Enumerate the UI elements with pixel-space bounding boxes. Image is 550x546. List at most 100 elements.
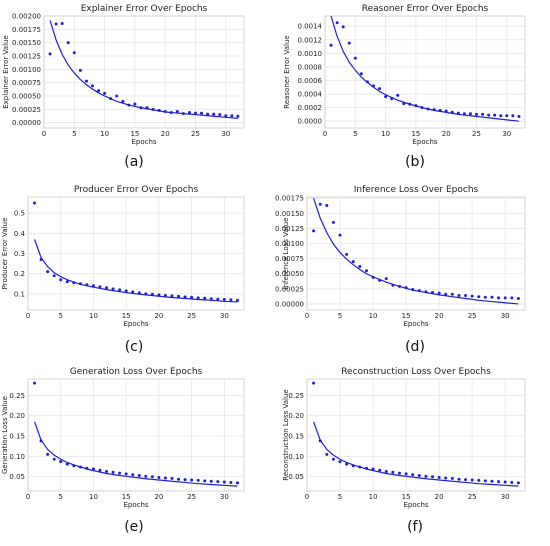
x-tick-label: 30 (501, 493, 510, 501)
data-point (98, 285, 102, 289)
data-point (371, 467, 375, 471)
chart-title: Reconstruction Loss Over Epochs (341, 367, 491, 377)
data-point (417, 474, 421, 478)
data-point (497, 480, 501, 484)
data-point (325, 203, 329, 207)
data-point (206, 112, 210, 116)
data-point (493, 113, 497, 117)
x-tick-label: 30 (221, 130, 230, 138)
plot-frame (324, 15, 526, 129)
chart-panel-1: 0 5 10 15 20 25 30 0.00000 0.00025 0.00050 0.00075… (2, 4, 245, 170)
x-axis-label: Epochs (403, 501, 428, 509)
plot-area (28, 379, 244, 491)
x-tick-label: 25 (187, 312, 196, 320)
y-tick-label: 0.10 (288, 453, 304, 461)
y-tick-label: 0.00150 (275, 210, 304, 218)
data-point (464, 293, 468, 297)
data-point (111, 287, 115, 291)
data-point (33, 201, 37, 205)
data-point (209, 479, 213, 483)
data-point (103, 91, 107, 95)
data-point (200, 111, 204, 115)
data-point (505, 114, 509, 118)
data-point (437, 291, 441, 295)
data-point (516, 481, 520, 485)
data-point (105, 469, 109, 473)
data-point (203, 479, 207, 483)
x-tick-label: 25 (468, 493, 477, 501)
y-tick-label: 0.0008 (298, 63, 323, 71)
x-tick-label: 5 (58, 493, 62, 501)
data-point (196, 478, 200, 482)
plot-frame (27, 196, 245, 311)
chart-panel-5: 0 5 10 15 20 25 300.050.100.150.200.25Generati… (1, 367, 245, 535)
x-tick-label: 30 (502, 130, 511, 138)
data-point (450, 476, 454, 480)
x-tick-label: 5 (353, 130, 357, 138)
data-point (177, 294, 181, 298)
data-point (517, 114, 521, 118)
data-point (325, 452, 329, 456)
data-point (65, 280, 69, 284)
data-point (510, 296, 514, 300)
data-point (490, 479, 494, 483)
chart-title: Reasoner Error Over Epochs (362, 4, 489, 14)
data-point (477, 295, 481, 299)
x-tick-label: 0 (26, 493, 30, 501)
data-point (121, 99, 125, 103)
data-point (235, 298, 239, 302)
data-point (224, 114, 228, 118)
data-point (59, 460, 63, 464)
data-point (397, 471, 401, 475)
data-point (331, 457, 335, 461)
y-tick-label: 0.25 (9, 392, 25, 400)
panel-label: (f) (407, 519, 423, 535)
x-tick-label: 0 (323, 130, 327, 138)
data-point (229, 480, 233, 484)
data-point (105, 286, 109, 290)
y-tick-label: 0.05 (9, 473, 25, 481)
x-tick-label: 5 (338, 493, 342, 501)
data-point (490, 295, 494, 299)
data-point (118, 288, 122, 292)
data-point (170, 294, 174, 298)
y-tick-label: 0.10 (9, 453, 25, 461)
y-tick-label: 0.3 (14, 250, 25, 258)
data-point (163, 476, 167, 480)
y-axis-label: Reconstruction Loss Value (282, 389, 290, 480)
data-point (52, 274, 56, 278)
y-tick-label: 0.2 (14, 270, 25, 278)
y-axis-label: Generation Loss Value (1, 396, 9, 474)
data-point (470, 478, 474, 482)
y-axis-label: Producer Error Value (1, 218, 9, 290)
plot-area (307, 379, 525, 491)
data-point (331, 220, 335, 224)
data-point (396, 93, 400, 97)
x-tick-label: 10 (89, 493, 98, 501)
data-point (457, 293, 461, 297)
data-point (222, 298, 226, 302)
y-tick-label: 0.0000 (298, 118, 323, 126)
data-point (499, 114, 503, 118)
data-point (497, 296, 501, 300)
chart-panel-4: 0 5 10 15 20 25 30 0.00000 0.00025 0.00050 0.00075… (275, 185, 526, 355)
fit-curve-line (33, 239, 238, 303)
x-tick-label: 15 (411, 130, 420, 138)
data-point (312, 229, 316, 233)
data-point (235, 481, 239, 485)
data-point (475, 112, 479, 116)
fit-curve-line (313, 198, 519, 305)
data-point (457, 477, 461, 481)
data-point (483, 295, 487, 299)
data-point (335, 21, 339, 25)
data-point (90, 84, 94, 88)
data-point (411, 473, 415, 477)
data-point (229, 298, 233, 302)
data-point (115, 94, 119, 98)
data-point (46, 270, 50, 274)
data-point (487, 113, 491, 117)
data-point (33, 381, 37, 385)
y-tick-label: 0.00150 (12, 39, 41, 47)
x-tick-label: 10 (89, 312, 98, 320)
data-point (516, 297, 520, 301)
